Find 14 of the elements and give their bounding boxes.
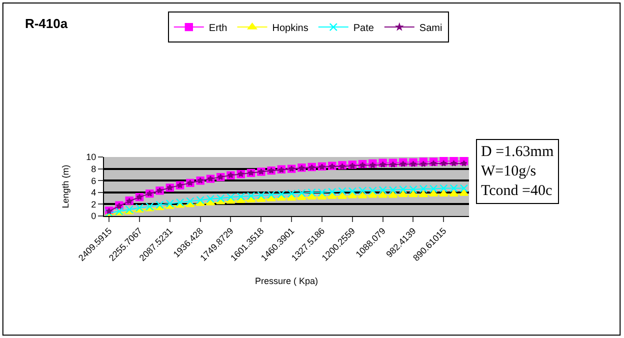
text: D =1.63mm W=10g/s Tcond =40c <box>481 144 554 199</box>
y-tick-label: 2 <box>91 199 96 210</box>
legend-label: Pate <box>353 22 374 34</box>
y-tick-label: 10 <box>86 152 96 162</box>
y-axis-title: Length (m) <box>60 164 71 208</box>
legend-label: Sami <box>419 22 442 34</box>
chart-title: R-410a <box>24 16 68 32</box>
y-tick-label: 6 <box>91 176 96 186</box>
legend-label: Hopkins <box>272 22 308 34</box>
y-tick-label: 0 <box>91 211 96 222</box>
y-tick-label: 8 <box>91 164 96 174</box>
x-axis-title: Pressure ( Kpa) <box>254 276 318 286</box>
legend-label: Erth <box>208 22 228 34</box>
y-tick-label: 4 <box>91 188 96 198</box>
